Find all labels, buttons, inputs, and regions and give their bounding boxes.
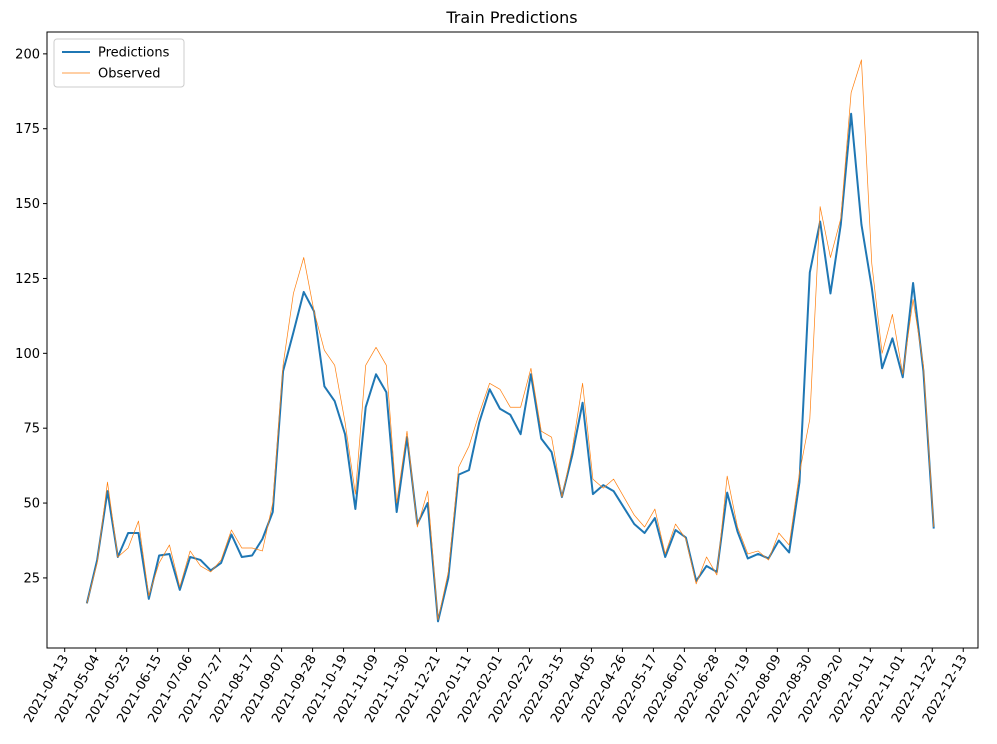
y-tick-label: 50 — [23, 497, 40, 512]
y-tick-label: 175 — [15, 122, 40, 137]
y-tick-label: 125 — [15, 272, 40, 287]
legend-label: Predictions — [98, 46, 170, 61]
chart-title: Train Predictions — [445, 8, 577, 27]
series-line — [86, 59, 935, 621]
legend-label: Observed — [98, 67, 161, 82]
y-tick-label: 25 — [23, 571, 40, 586]
series-line — [85, 112, 935, 623]
plot-area — [46, 31, 979, 649]
y-tick-label: 150 — [15, 197, 40, 212]
y-tick-label: 100 — [15, 347, 40, 362]
y-tick-label: 200 — [15, 47, 40, 62]
y-tick-label: 75 — [23, 422, 40, 437]
